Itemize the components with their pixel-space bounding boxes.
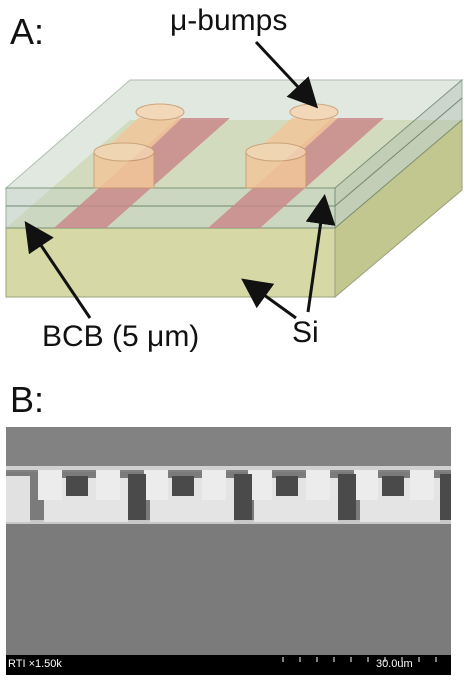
silicon-front-face xyxy=(5,227,336,298)
si-arrow-bcb xyxy=(305,194,336,313)
sem-bumps xyxy=(6,470,440,522)
panel-a-label: A: xyxy=(10,11,45,52)
sem-voids xyxy=(66,474,451,520)
si-arrow-silicon xyxy=(241,278,297,320)
bump-right xyxy=(245,103,339,189)
si-callout-label: Si xyxy=(292,316,319,349)
scale-ticks xyxy=(282,657,437,662)
sem-info-left: RTI ×1.50k xyxy=(8,658,62,670)
bcb-callout-label: BCB (5 μm) xyxy=(42,320,200,353)
bcb-arrow xyxy=(24,221,92,319)
panel-a-diagram xyxy=(4,40,464,320)
panel-b-label: B: xyxy=(10,379,45,420)
sem-scale-label: 30.0um xyxy=(376,658,413,670)
bumps-arrow xyxy=(254,40,319,109)
bumps-callout-label: μ-bumps xyxy=(170,4,288,37)
bump-left xyxy=(93,103,185,189)
